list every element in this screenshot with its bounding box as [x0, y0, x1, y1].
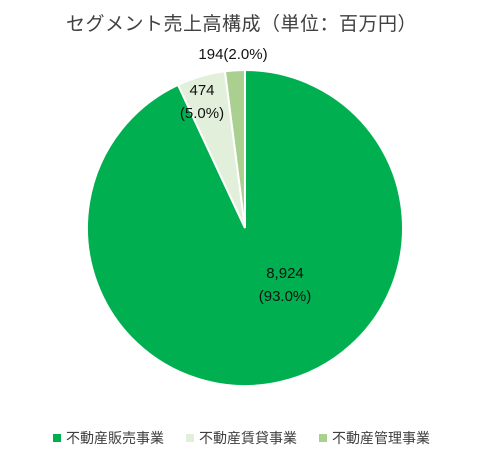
legend-item-rental: 不動産賃貸事業: [186, 428, 297, 448]
legend-swatch-rental: [186, 434, 194, 442]
slice-value-label-2: 194: [198, 46, 223, 63]
pie-slices: [86, 68, 404, 387]
legend-swatch-sales: [53, 434, 61, 442]
legend-label-management: 不動産管理事業: [332, 431, 430, 447]
pie-slice-2: [223, 68, 246, 229]
slice-percent-label-1: (5.0%): [180, 105, 224, 122]
legend: 不動産販売事業 不動産賃貸事業 不動産管理事業: [0, 428, 483, 448]
legend-label-rental: 不動産賃貸事業: [199, 431, 297, 447]
chart-title: セグメント売上高構成（単位：百万円）: [65, 13, 417, 35]
legend-item-sales: 不動産販売事業: [53, 428, 164, 448]
legend-swatch-management: [319, 434, 327, 442]
slice-value-label-1: 474: [189, 82, 214, 99]
slice-value-label-0: 8,924: [266, 265, 304, 282]
slice-label-2: 194(2.0%): [198, 46, 267, 63]
legend-label-sales: 不動産販売事業: [66, 431, 164, 447]
slice-percent-label-0: (93.0%): [259, 288, 312, 305]
slice-percent-label-2: (2.0%): [223, 46, 267, 63]
legend-item-management: 不動産管理事業: [319, 428, 430, 448]
